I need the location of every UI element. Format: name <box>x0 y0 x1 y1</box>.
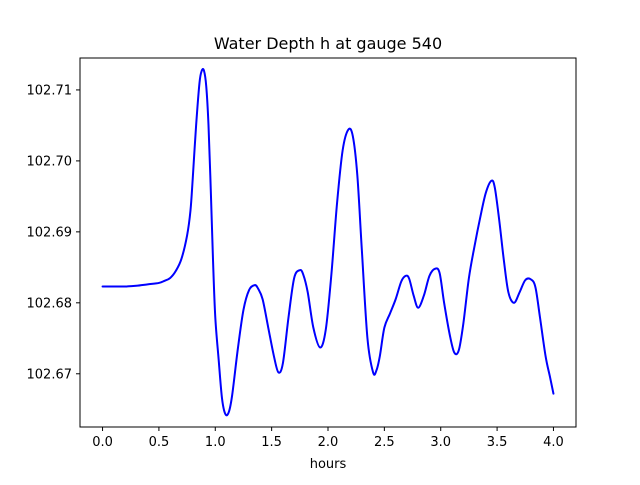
x-tick-label: 1.0 <box>205 435 226 450</box>
x-tick-label: 1.5 <box>261 435 282 450</box>
series-line <box>101 68 555 417</box>
y-axis-ticks: 102.67 102.68 102.69 102.70 102.71 <box>27 83 80 382</box>
x-tick-label: 4.0 <box>543 435 564 450</box>
x-tick-label: 3.5 <box>487 435 508 450</box>
plot-area <box>101 68 555 417</box>
y-tick-label: 102.70 <box>27 154 73 169</box>
x-tick-label: 2.5 <box>374 435 395 450</box>
x-tick-label: 3.0 <box>430 435 451 450</box>
x-tick-label: 0.5 <box>149 435 170 450</box>
x-tick-label: 0.0 <box>92 435 113 450</box>
x-axis-label: hours <box>310 457 347 472</box>
x-axis-ticks: 0.0 0.5 1.0 1.5 2.0 2.5 3.0 3.5 4.0 <box>92 427 564 450</box>
x-tick-label: 2.0 <box>318 435 339 450</box>
y-tick-label: 102.67 <box>27 367 73 382</box>
y-tick-label: 102.71 <box>27 83 73 98</box>
y-tick-label: 102.68 <box>27 296 73 311</box>
chart-title: Water Depth h at gauge 540 <box>214 34 442 53</box>
axes-frame <box>79 57 577 428</box>
y-tick-label: 102.69 <box>27 225 73 240</box>
